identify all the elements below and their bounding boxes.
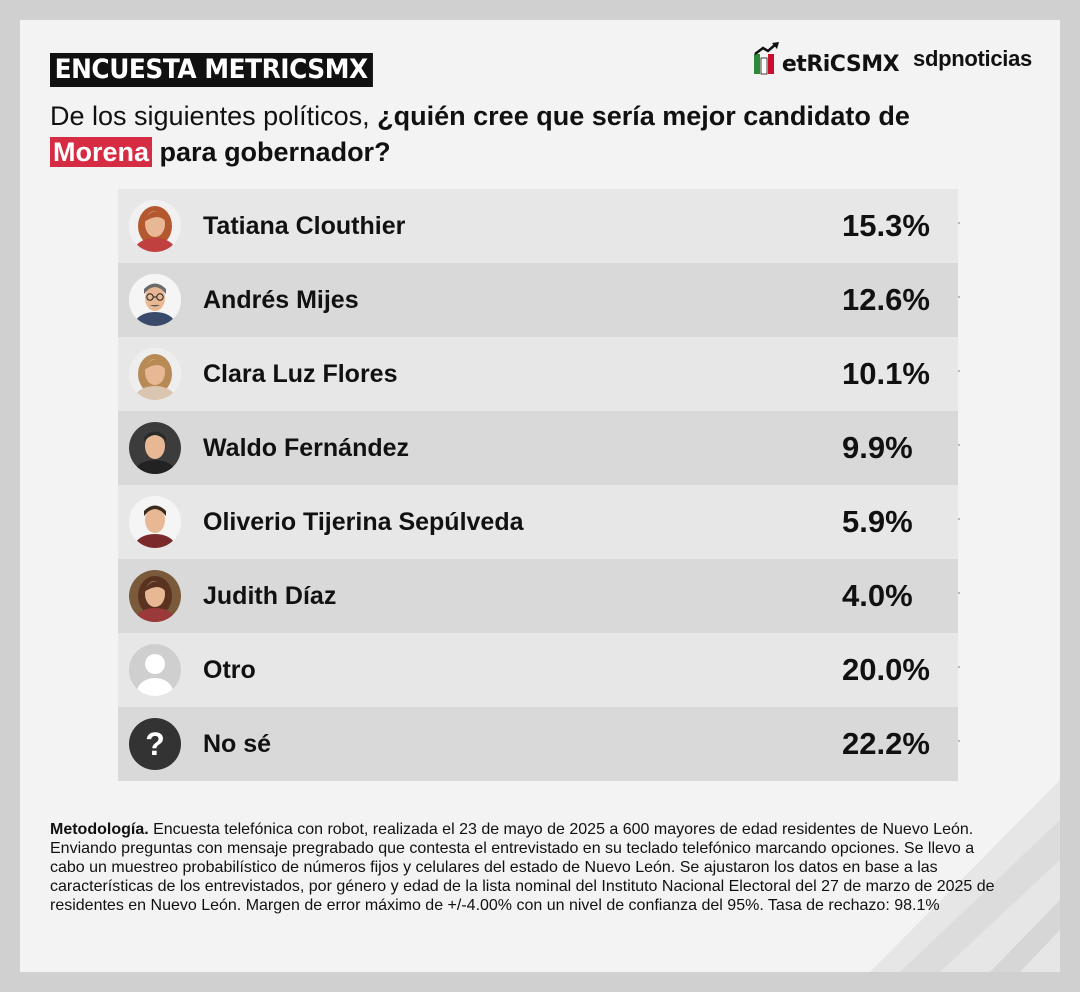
candidate-name: No sé: [203, 729, 272, 758]
table-row: Oliverio Tijerina Sepúlveda 5.9%: [118, 485, 960, 559]
row-tick-mark: [958, 740, 960, 742]
candidate-name: Andrés Mijes: [203, 285, 359, 314]
user-icon: [129, 644, 181, 696]
metricsmx-logo: etRiCSMX: [753, 42, 900, 77]
candidate-name: Oliverio Tijerina Sepúlveda: [203, 507, 524, 536]
methodology-text: Metodología. Encuesta telefónica con rob…: [50, 820, 1000, 915]
candidate-name: Judith Díaz: [203, 581, 337, 610]
candidate-avatar: [129, 422, 181, 474]
candidate-percentage: 22.2%: [842, 726, 930, 761]
candidate-percentage: 10.1%: [842, 356, 930, 391]
row-tick-mark: [958, 666, 960, 668]
metricsmx-logo-text: etRiCSMX: [781, 52, 900, 77]
poll-card: ENCUESTA METRICSMX etRiCSMX sdpnoticias …: [20, 20, 1060, 972]
svg-text:?: ?: [145, 726, 165, 762]
candidate-avatar: [129, 348, 181, 400]
table-row: Judith Díaz 4.0%: [118, 559, 960, 633]
candidate-name: Tatiana Clouthier: [203, 211, 406, 240]
candidate-percentage: 4.0%: [842, 578, 913, 613]
candidate-avatar: [129, 274, 181, 326]
row-tick-mark: [958, 518, 960, 520]
candidate-percentage: 12.6%: [842, 282, 930, 317]
candidate-avatar: [129, 570, 181, 622]
question-part-3: para gobernador?: [152, 137, 391, 167]
methodology-label: Metodología.: [50, 821, 149, 838]
candidate-percentage: 15.3%: [842, 208, 930, 243]
table-row: Waldo Fernández 9.9%: [118, 411, 960, 485]
survey-title-tag: ENCUESTA METRICSMX: [50, 53, 374, 87]
row-tick-mark: [958, 592, 960, 594]
candidate-avatar: [129, 496, 181, 548]
question-text: De los siguientes políticos, ¿quién cree…: [50, 98, 1010, 170]
metricsmx-logo-mark: [753, 42, 779, 75]
logos: etRiCSMX sdpnoticias: [753, 42, 1032, 77]
candidate-name: Otro: [203, 655, 256, 684]
candidate-percentage: 5.9%: [842, 504, 913, 539]
sdpnoticias-logo: sdpnoticias: [913, 46, 1032, 71]
question-part-2: ¿quién cree que sería mejor candidato de: [377, 101, 910, 131]
table-row: ? No sé 22.2%: [118, 707, 960, 781]
question-mark-icon: ?: [129, 718, 181, 770]
candidate-name: Clara Luz Flores: [203, 359, 398, 388]
table-row: Otro 20.0%: [118, 633, 960, 707]
question-part-1: De los siguientes políticos,: [50, 101, 378, 131]
results-table: Tatiana Clouthier 15.3% Andrés Mijes 12.6% C…: [118, 189, 960, 781]
methodology-body: Encuesta telefónica con robot, realizada…: [50, 821, 995, 914]
candidate-percentage: 20.0%: [842, 652, 930, 687]
table-row: Andrés Mijes 12.6%: [118, 263, 960, 337]
candidate-name: Waldo Fernández: [203, 433, 410, 462]
row-tick-mark: [958, 296, 960, 298]
candidate-avatar: [129, 200, 181, 252]
question-highlight-morena: Morena: [50, 137, 153, 167]
row-tick-mark: [958, 444, 960, 446]
row-tick-mark: [958, 370, 960, 372]
row-tick-mark: [958, 222, 960, 224]
decorative-stripes: [870, 780, 1060, 972]
table-row: Tatiana Clouthier 15.3%: [118, 189, 960, 263]
candidate-percentage: 9.9%: [842, 430, 913, 465]
table-row: Clara Luz Flores 10.1%: [118, 337, 960, 411]
